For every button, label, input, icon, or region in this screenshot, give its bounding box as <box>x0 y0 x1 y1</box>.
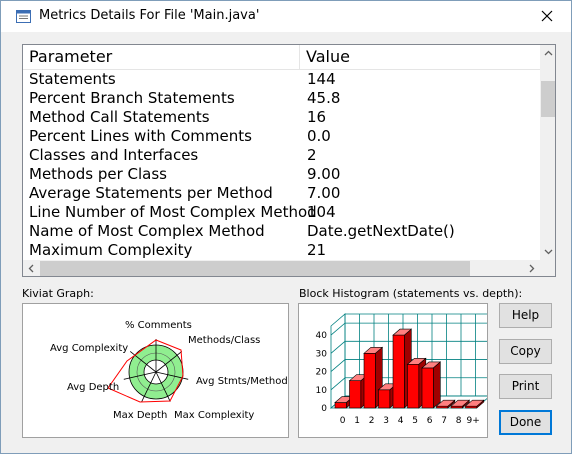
histogram-x-tick-label: 2 <box>369 416 375 426</box>
table-row[interactable]: Name of Most Complex Method Date.getNextD… <box>23 222 540 241</box>
scrollbar-corner <box>540 260 555 276</box>
copy-button[interactable]: Copy <box>499 339 552 364</box>
print-button[interactable]: Print <box>499 374 552 399</box>
vertical-scrollbar[interactable] <box>540 45 555 260</box>
histogram-y-tick-label: 30 <box>316 349 328 359</box>
table-row[interactable]: Average Statements per Method 7.00 <box>23 184 540 203</box>
scroll-down-button[interactable] <box>540 243 555 260</box>
histogram-bar <box>464 399 485 409</box>
kiviat-axis-label: % Comments <box>125 320 192 331</box>
kiviat-graph-label: Kiviat Graph: <box>22 287 94 300</box>
column-header-parameter[interactable]: Parameter <box>23 45 300 69</box>
kiviat-spoke <box>155 371 171 402</box>
close-button[interactable] <box>531 1 563 32</box>
metrics-table[interactable]: Parameter Value Statements 144 Percent Br… <box>22 44 556 277</box>
block-histogram-label: Block Histogram (statements vs. depth): <box>299 287 523 300</box>
row-parameter: Percent Branch Statements <box>29 89 235 107</box>
kiviat-spoke <box>129 351 157 373</box>
row-parameter: Percent Lines with Comments <box>29 127 252 145</box>
row-value: 7.00 <box>307 184 341 202</box>
row-parameter: Name of Most Complex Method <box>29 222 265 240</box>
kiviat-axis-label: Avg Complexity <box>50 343 128 354</box>
histogram-x-tick-label: 9+ <box>467 416 480 426</box>
row-value: 144 <box>307 70 336 88</box>
row-value: 21 <box>307 241 327 259</box>
row-parameter: Method Call Statements <box>29 108 210 126</box>
table-row[interactable]: Method Call Statements 16 <box>23 108 540 127</box>
done-button[interactable]: Done <box>499 410 552 435</box>
table-row[interactable]: Classes and Interfaces 2 <box>23 146 540 165</box>
window-app-icon <box>16 10 31 23</box>
kiviat-graph: % Comments Methods/Class Avg Stmts/Metho… <box>50 320 288 421</box>
histogram-x-tick-label: 6 <box>427 416 433 426</box>
kiviat-axis-label: Methods/Class <box>188 335 260 346</box>
kiviat-axis-label: Max Depth <box>113 410 167 421</box>
row-value: Date.getNextDate() <box>307 222 455 240</box>
kiviat-data-polygon <box>107 339 184 403</box>
kiviat-axis-label: Avg Depth <box>67 382 119 393</box>
row-parameter: Statements <box>29 70 116 88</box>
histogram-x-tick-label: 1 <box>354 416 360 426</box>
table-row[interactable]: Line Number of Most Complex Method 104 <box>23 203 540 222</box>
row-parameter: Methods per Class <box>29 165 167 183</box>
histogram-y-tick-label: 20 <box>316 368 328 378</box>
row-value: 16 <box>307 108 327 126</box>
histogram-x-tick-label: 5 <box>412 416 418 426</box>
table-body: Statements 144 Percent Branch Statements 4… <box>23 70 540 260</box>
row-value: 9.00 <box>307 165 341 183</box>
histogram-y-tick-label: 10 <box>316 386 328 396</box>
column-header-value[interactable]: Value <box>306 47 350 66</box>
histogram-x-tick-label: 8 <box>456 416 462 426</box>
histogram-bar <box>435 399 456 409</box>
window-title: Metrics Details For File 'Main.java' <box>39 8 260 23</box>
kiviat-spoke <box>123 371 157 380</box>
close-icon <box>541 10 553 22</box>
title-bar: Metrics Details For File 'Main.java' <box>1 1 571 32</box>
histogram-bar <box>421 361 442 409</box>
histogram-x-tick-label: 3 <box>383 416 389 426</box>
histogram-y-tick-label: 0 <box>321 404 327 414</box>
scroll-up-button[interactable] <box>540 45 555 62</box>
help-button[interactable]: Help <box>499 303 552 328</box>
table-row[interactable]: Maximum Complexity 21 <box>23 241 540 260</box>
kiviat-spoke <box>155 371 189 380</box>
kiviat-axis-label: Max Complexity <box>174 410 254 421</box>
chevron-right-icon <box>529 264 535 273</box>
table-row[interactable]: Percent Lines with Comments 0.0 <box>23 127 540 146</box>
table-row[interactable]: Percent Branch Statements 45.8 <box>23 89 540 108</box>
row-parameter: Maximum Complexity <box>29 241 193 259</box>
horizontal-scrollbar[interactable] <box>23 260 540 276</box>
chevron-up-icon <box>544 50 553 56</box>
kiviat-axis-label: Avg Stmts/Method <box>196 376 288 387</box>
row-value: 2 <box>307 146 317 164</box>
chevron-down-icon <box>544 249 553 255</box>
histogram-y-tick-label: 40 <box>316 331 328 341</box>
scroll-right-button[interactable] <box>523 260 540 276</box>
kiviat-axes <box>123 339 189 402</box>
scroll-left-button[interactable] <box>23 260 40 276</box>
histogram-x-tick-label: 0 <box>340 416 346 426</box>
row-value: 104 <box>307 203 336 221</box>
histogram-x-tick-label: 7 <box>441 416 447 426</box>
row-parameter: Average Statements per Method <box>29 184 273 202</box>
row-value: 0.0 <box>307 127 331 145</box>
histogram-x-tick-label: 4 <box>398 416 404 426</box>
chevron-left-icon <box>28 264 34 273</box>
table-header: Parameter Value <box>23 45 540 70</box>
horizontal-scroll-thumb[interactable] <box>40 261 470 276</box>
kiviat-spoke <box>155 351 183 373</box>
table-row[interactable]: Methods per Class 9.00 <box>23 165 540 184</box>
kiviat-spoke <box>141 371 157 402</box>
row-parameter: Classes and Interfaces <box>29 146 199 164</box>
row-value: 45.8 <box>307 89 341 107</box>
block-histogram-panel: 0 10 20 30 40 0 1 2 3 4 5 6 7 8 9+ <box>298 303 492 438</box>
table-row[interactable]: Statements 144 <box>23 70 540 89</box>
histogram-bar <box>450 399 471 409</box>
vertical-scroll-thumb[interactable] <box>541 81 555 117</box>
row-parameter: Line Number of Most Complex Method <box>29 203 317 221</box>
kiviat-graph-panel: % Comments Methods/Class Avg Stmts/Metho… <box>22 303 289 438</box>
